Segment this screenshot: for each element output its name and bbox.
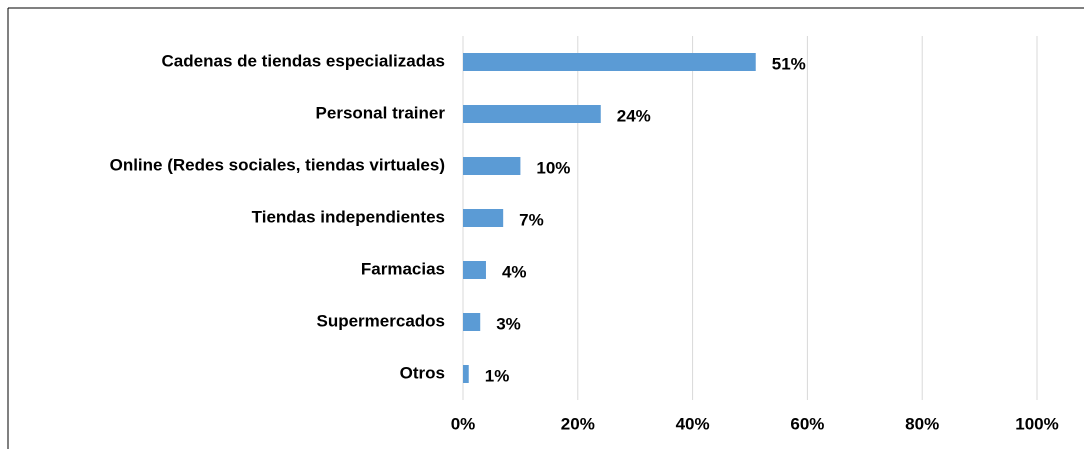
- y-tick-label: Farmacias: [361, 259, 445, 278]
- value-label: 4%: [502, 262, 527, 281]
- x-tick-label: 60%: [790, 414, 824, 433]
- value-label: 1%: [485, 366, 510, 385]
- value-label: 10%: [536, 158, 570, 177]
- bar: [463, 53, 756, 71]
- bar: [463, 157, 521, 175]
- y-tick-label: Otros: [400, 363, 445, 382]
- bar: [463, 105, 601, 123]
- y-tick-label: Supermercados: [317, 311, 446, 330]
- value-label: 24%: [617, 106, 651, 125]
- bar: [463, 209, 504, 227]
- value-label: 51%: [772, 54, 806, 73]
- value-label: 7%: [519, 210, 544, 229]
- y-tick-label: Tiendas independientes: [252, 207, 445, 226]
- x-tick-label: 100%: [1015, 414, 1058, 433]
- x-tick-label: 40%: [676, 414, 710, 433]
- bar: [463, 261, 486, 279]
- bar: [463, 365, 469, 383]
- y-tick-label: Online (Redes sociales, tiendas virtuale…: [110, 155, 445, 174]
- x-tick-label: 20%: [561, 414, 595, 433]
- y-tick-label: Personal trainer: [316, 103, 446, 122]
- x-tick-label: 0%: [451, 414, 476, 433]
- x-tick-label: 80%: [905, 414, 939, 433]
- y-tick-label: Cadenas de tiendas especializadas: [162, 51, 445, 70]
- bar: [463, 313, 481, 331]
- value-label: 3%: [496, 314, 521, 333]
